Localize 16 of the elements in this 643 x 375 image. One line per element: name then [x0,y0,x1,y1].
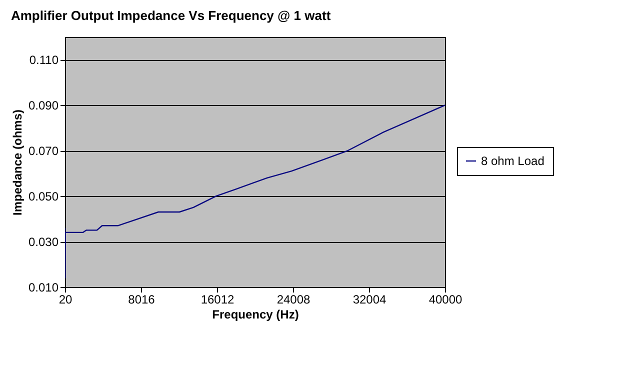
y-axis-title: Impedance (ohms) [10,109,24,216]
y-tick-label: 0.070 [28,144,59,158]
x-tick-label: 16012 [200,292,235,306]
legend-label: 8 ohm Load [481,154,544,168]
x-tick-label: 20 [58,292,72,306]
y-tick-label: 0.010 [28,280,59,294]
y-tick-label: 0.050 [28,190,59,204]
chart-title: Amplifier Output Impedance Vs Frequency @ 1 watt [10,8,332,23]
y-tick-label: 0.110 [29,53,59,68]
y-tick-label: 0.090 [28,98,59,113]
y-tick-label: 0.030 [28,235,59,250]
x-axis-title: Frequency (Hz) [212,308,299,322]
x-tick-label: 40000 [428,292,463,306]
x-tick-label: 8016 [128,292,156,306]
x-tick-label: 24008 [276,292,311,306]
x-tick-label: 32004 [352,292,387,306]
